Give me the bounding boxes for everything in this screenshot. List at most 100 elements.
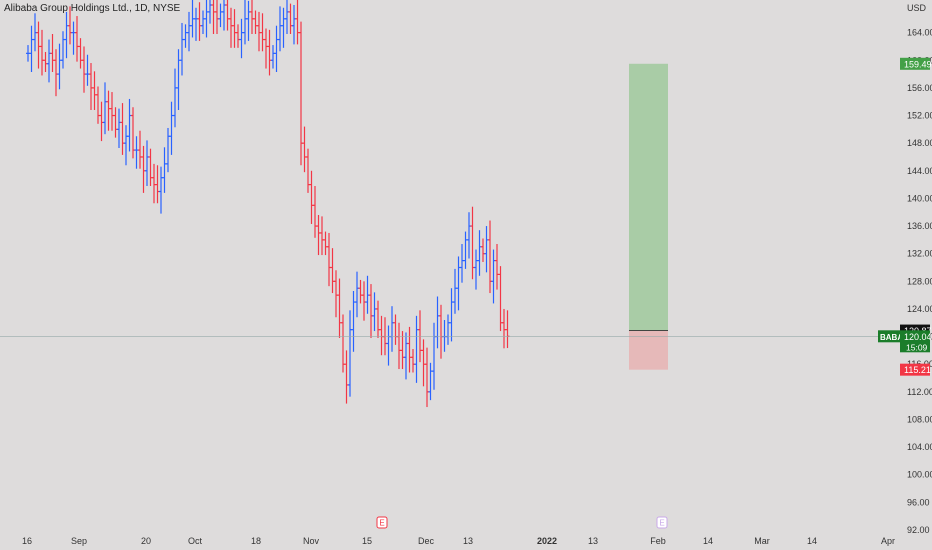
ohlc-bar <box>40 29 44 76</box>
x-tick-label: Sep <box>71 536 87 546</box>
x-tick-label: 13 <box>588 536 598 546</box>
ohlc-bar <box>89 63 93 110</box>
ohlc-bar <box>330 248 335 294</box>
ohlc-bar <box>33 13 37 52</box>
ohlc-bar <box>264 28 268 69</box>
x-tick-label: Dec <box>418 536 435 546</box>
y-tick-label: 164.00 <box>907 28 932 38</box>
ohlc-bar <box>155 165 160 204</box>
ohlc-bar <box>358 279 363 304</box>
ohlc-bar <box>197 2 202 41</box>
ohlc-bar <box>78 38 83 69</box>
ohlc-bar <box>295 0 300 45</box>
ohlc-bar <box>397 322 401 370</box>
ohlc-bar <box>187 11 191 52</box>
ohlc-bar <box>439 304 443 359</box>
price-axis[interactable]: 164.00160.00156.00152.00148.00144.00140.… <box>907 28 932 535</box>
ohlc-bar <box>260 13 265 52</box>
ohlc-bar <box>103 82 107 135</box>
x-tick-label: 14 <box>807 536 817 546</box>
ohlc-bar <box>222 0 226 31</box>
y-tick-label: 92.00 <box>907 525 930 535</box>
ohlc-bar <box>54 49 58 97</box>
y-tick-label: 140.00 <box>907 193 932 203</box>
ohlc-bar <box>229 7 233 48</box>
ohlc-bar <box>120 103 125 155</box>
ohlc-bar <box>176 49 181 110</box>
ohlc-bar <box>96 86 100 124</box>
ohlc-bar <box>152 163 156 204</box>
ohlc-bar <box>442 320 447 352</box>
ohlc-bar <box>29 25 34 73</box>
ohlc-bar <box>141 145 146 193</box>
x-tick-label: 16 <box>22 536 32 546</box>
ohlc-bar <box>351 290 356 352</box>
time-axis[interactable]: 16 Sep 20 Oct 18 Nov 15 Dec 13 2022 13 Feb 14 Mar 14 Ap… <box>22 536 895 546</box>
ohlc-bar <box>110 92 114 131</box>
ohlc-bar <box>292 5 296 45</box>
ohlc-bar <box>404 332 408 380</box>
ohlc-bar <box>243 0 247 45</box>
ohlc-bar <box>320 216 324 256</box>
ohlc-bar <box>491 249 496 304</box>
ohlc-bar <box>432 322 436 390</box>
ohlc-bar <box>173 68 177 128</box>
profit-zone <box>629 63 668 331</box>
symbol-badge-bg <box>878 330 900 343</box>
y-tick-label: 152.00 <box>907 111 932 121</box>
ohlc-bar <box>477 230 482 276</box>
ohlc-bar <box>246 0 251 41</box>
y-tick-label: 156.00 <box>907 83 932 93</box>
ohlc-bar <box>390 306 394 352</box>
ohlc-bar <box>124 125 128 166</box>
ohlc-bar <box>113 107 118 138</box>
ohlc-bar <box>372 292 377 332</box>
ohlc-bar <box>36 21 41 69</box>
ohlc-bar <box>309 170 314 224</box>
ohlc-bars <box>26 0 510 408</box>
ohlc-bar <box>386 325 391 366</box>
ohlc-bar <box>306 148 310 193</box>
ohlc-bar <box>232 9 237 48</box>
ohlc-bar <box>323 231 328 256</box>
ohlc-bar <box>166 127 170 173</box>
position-zones <box>629 63 668 370</box>
ohlc-bar <box>43 51 48 73</box>
ohlc-bar <box>267 29 272 76</box>
ohlc-bar <box>134 136 139 169</box>
y-tick-label: 148.00 <box>907 138 932 148</box>
ohlc-bar <box>138 130 142 169</box>
ohlc-bar <box>257 11 261 52</box>
ohlc-bar <box>281 7 286 48</box>
x-tick-label: Feb <box>650 536 666 546</box>
ohlc-bar <box>183 24 188 48</box>
y-tick-label: 108.00 <box>907 414 932 424</box>
ohlc-bar <box>327 232 331 287</box>
ohlc-bar <box>435 296 440 349</box>
earnings-marker[interactable]: E <box>656 516 668 529</box>
ohlc-bar <box>299 21 303 166</box>
x-tick-label: Apr <box>881 536 895 546</box>
earnings-marker[interactable]: E <box>376 516 388 529</box>
ohlc-bar <box>106 90 111 131</box>
ohlc-bar <box>337 278 342 338</box>
x-tick-label: 15 <box>362 536 372 546</box>
ohlc-bar <box>131 107 135 159</box>
ohlc-bar <box>302 126 307 173</box>
ohlc-bar <box>159 166 163 214</box>
ohlc-bar <box>355 271 359 318</box>
ohlc-bar <box>498 266 503 332</box>
countdown-text: 15:09 <box>906 342 928 352</box>
earnings-marker-box <box>376 516 388 529</box>
ohlc-bar <box>162 147 167 193</box>
ohlc-bar <box>190 0 195 38</box>
target-price-badge: 159.49 <box>900 57 932 70</box>
ohlc-bar <box>484 226 489 273</box>
ohlc-bar <box>201 10 205 35</box>
ohlc-bar <box>341 314 345 373</box>
ohlc-bar <box>288 3 293 35</box>
ohlc-bar <box>456 256 461 311</box>
ohlc-bar <box>64 11 69 59</box>
